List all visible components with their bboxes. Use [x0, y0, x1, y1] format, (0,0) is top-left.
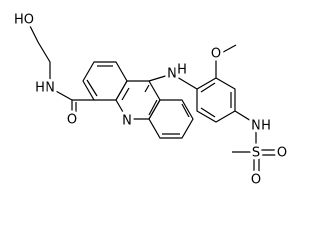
atom-label: O — [277, 146, 287, 161]
ring — [82, 61, 128, 101]
atom-label: O — [251, 173, 261, 188]
atom-label: N — [122, 114, 132, 129]
atom-label: O — [67, 113, 77, 128]
atom-label: N — [167, 67, 177, 82]
atom-label: H — [177, 63, 187, 78]
atom-labels: HO N H O N N H O N H S O O — [11, 10, 290, 191]
ring — [148, 99, 194, 139]
bond — [171, 73, 198, 90]
atom-label: N — [251, 119, 261, 134]
bond — [29, 25, 51, 84]
bonds — [29, 25, 280, 178]
molecule-diagram: HO N H O N N H O N H S O O — [11, 10, 290, 191]
bond — [148, 73, 173, 82]
atom-label: H — [261, 119, 271, 134]
bond — [53, 89, 73, 101]
double-bond — [181, 103, 190, 118]
atom-label: HO — [14, 13, 34, 28]
bond — [215, 44, 237, 57]
atom-label: N — [45, 81, 55, 96]
double-bond — [86, 79, 98, 97]
atom-label: H — [35, 81, 45, 96]
double-bond — [121, 87, 130, 101]
double-bond — [200, 107, 216, 118]
double-bond — [144, 84, 150, 93]
double-bond — [200, 82, 216, 93]
bond — [234, 110, 257, 125]
double-bond — [148, 99, 158, 116]
atom-label: O — [211, 47, 221, 62]
atom-label: S — [252, 146, 260, 161]
ring — [196, 77, 236, 123]
